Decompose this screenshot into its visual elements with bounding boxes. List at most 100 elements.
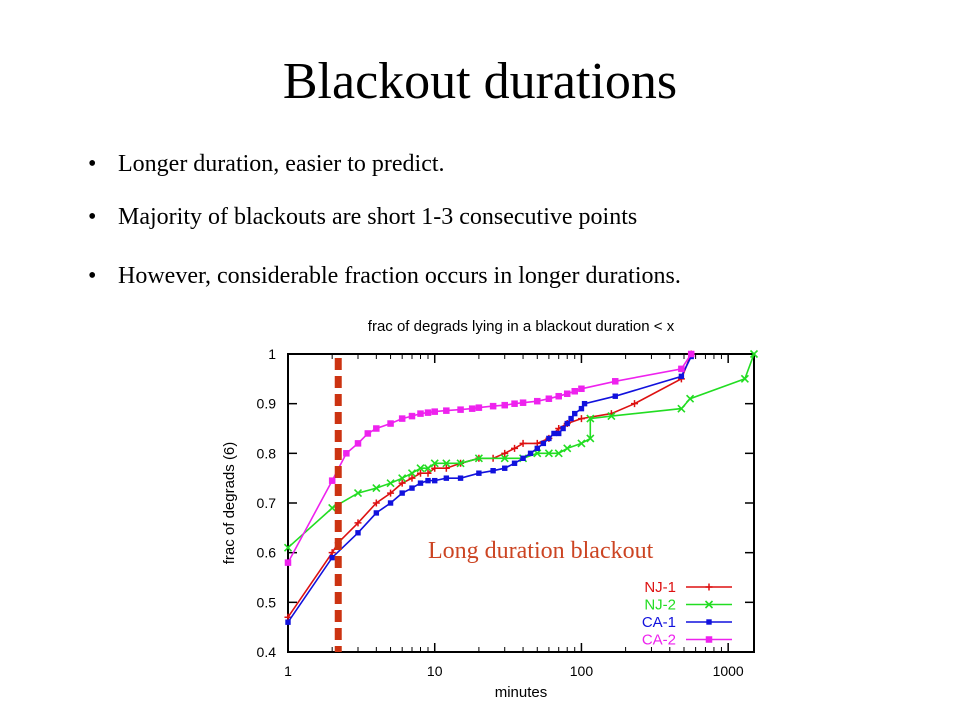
data-point — [408, 474, 416, 482]
data-point — [416, 464, 425, 473]
y-tick-label: 1 — [268, 346, 276, 362]
legend-label: NJ-2 — [644, 597, 676, 614]
data-point — [519, 439, 527, 447]
data-point — [474, 454, 483, 463]
x-tick-label: 10 — [427, 663, 443, 679]
bullet-dot-icon: • — [88, 263, 97, 289]
data-point — [546, 435, 552, 442]
data-point — [417, 469, 425, 477]
data-point — [399, 490, 405, 496]
data-point — [560, 425, 566, 432]
data-point — [511, 460, 518, 466]
data-point — [577, 439, 586, 448]
data-point — [534, 445, 540, 452]
y-tick-label: 0.7 — [257, 495, 277, 511]
data-point — [502, 465, 508, 471]
x-tick-label: 100 — [570, 663, 594, 679]
chart-legend: NJ-1NJ-2CA-1CA-2 — [642, 579, 732, 649]
data-point — [490, 468, 496, 474]
y-tick-label: 0.4 — [257, 644, 277, 660]
data-point — [387, 420, 394, 427]
data-point — [329, 554, 335, 561]
data-point — [545, 395, 553, 402]
legend-label: NJ-1 — [644, 579, 676, 596]
data-point — [343, 450, 350, 457]
data-point — [432, 477, 438, 484]
data-point — [457, 406, 464, 413]
data-point — [556, 430, 562, 437]
data-point — [398, 479, 406, 487]
data-point — [417, 480, 424, 486]
data-point — [544, 449, 553, 458]
data-point — [417, 410, 424, 417]
data-point — [443, 475, 450, 481]
data-point — [476, 470, 482, 476]
data-point — [563, 390, 571, 397]
data-point — [431, 464, 439, 472]
data-point — [500, 454, 509, 463]
data-point — [568, 415, 574, 422]
bullet-text: Longer duration, easier to predict. — [118, 151, 445, 177]
data-point — [372, 499, 380, 507]
data-point — [677, 404, 686, 413]
data-point — [373, 510, 380, 516]
data-point — [527, 450, 534, 457]
data-point — [612, 393, 618, 399]
data-point — [425, 477, 431, 484]
data-point — [430, 459, 439, 468]
data-point — [519, 399, 527, 406]
x-tick-label: 1000 — [713, 663, 744, 679]
data-point — [457, 475, 464, 481]
data-point — [475, 404, 483, 411]
data-point — [354, 519, 362, 527]
data-point — [364, 430, 372, 437]
data-point — [283, 543, 293, 552]
y-axis-label: frac of degrads (6) — [221, 442, 238, 565]
x-axis-label: minutes — [495, 684, 548, 701]
long-duration-annotation: Long duration blackout — [428, 538, 654, 564]
data-point — [423, 464, 433, 473]
x-tick-label: 1 — [284, 663, 292, 679]
data-point — [424, 469, 432, 477]
plot-frame — [287, 353, 755, 653]
series-nj-2 — [283, 349, 759, 552]
data-point — [678, 365, 685, 373]
data-point — [586, 434, 595, 443]
data-point — [612, 378, 619, 385]
data-point — [571, 388, 578, 395]
data-point — [468, 405, 476, 412]
data-point — [386, 479, 395, 488]
bullet-dot-icon: • — [88, 151, 97, 177]
data-point — [443, 407, 450, 414]
data-point — [511, 444, 519, 452]
data-point — [704, 600, 714, 609]
data-point — [572, 410, 578, 417]
data-point — [353, 489, 363, 498]
data-point — [285, 619, 291, 625]
series-ca-1 — [285, 353, 694, 625]
data-point — [740, 374, 749, 383]
data-point — [555, 392, 562, 400]
data-point — [554, 449, 563, 458]
data-point — [408, 412, 416, 420]
slide-title: Blackout durations — [282, 53, 678, 110]
data-point — [442, 459, 451, 468]
series-layer — [283, 349, 759, 625]
data-point — [581, 400, 588, 407]
data-point — [424, 409, 432, 416]
data-point — [577, 415, 585, 423]
data-point — [631, 400, 639, 408]
data-point — [398, 474, 407, 483]
data-point — [501, 401, 508, 409]
data-point — [373, 425, 380, 432]
data-point — [705, 636, 713, 643]
data-point — [511, 400, 518, 407]
x-axis-ticks: 1 10 100 1000 — [284, 354, 744, 679]
series-ca-2 — [284, 350, 695, 566]
series-line — [287, 356, 692, 623]
data-point — [551, 430, 557, 437]
data-point — [687, 350, 695, 358]
legend-label: CA-2 — [642, 632, 676, 649]
data-point — [387, 489, 395, 497]
data-point — [442, 464, 450, 472]
